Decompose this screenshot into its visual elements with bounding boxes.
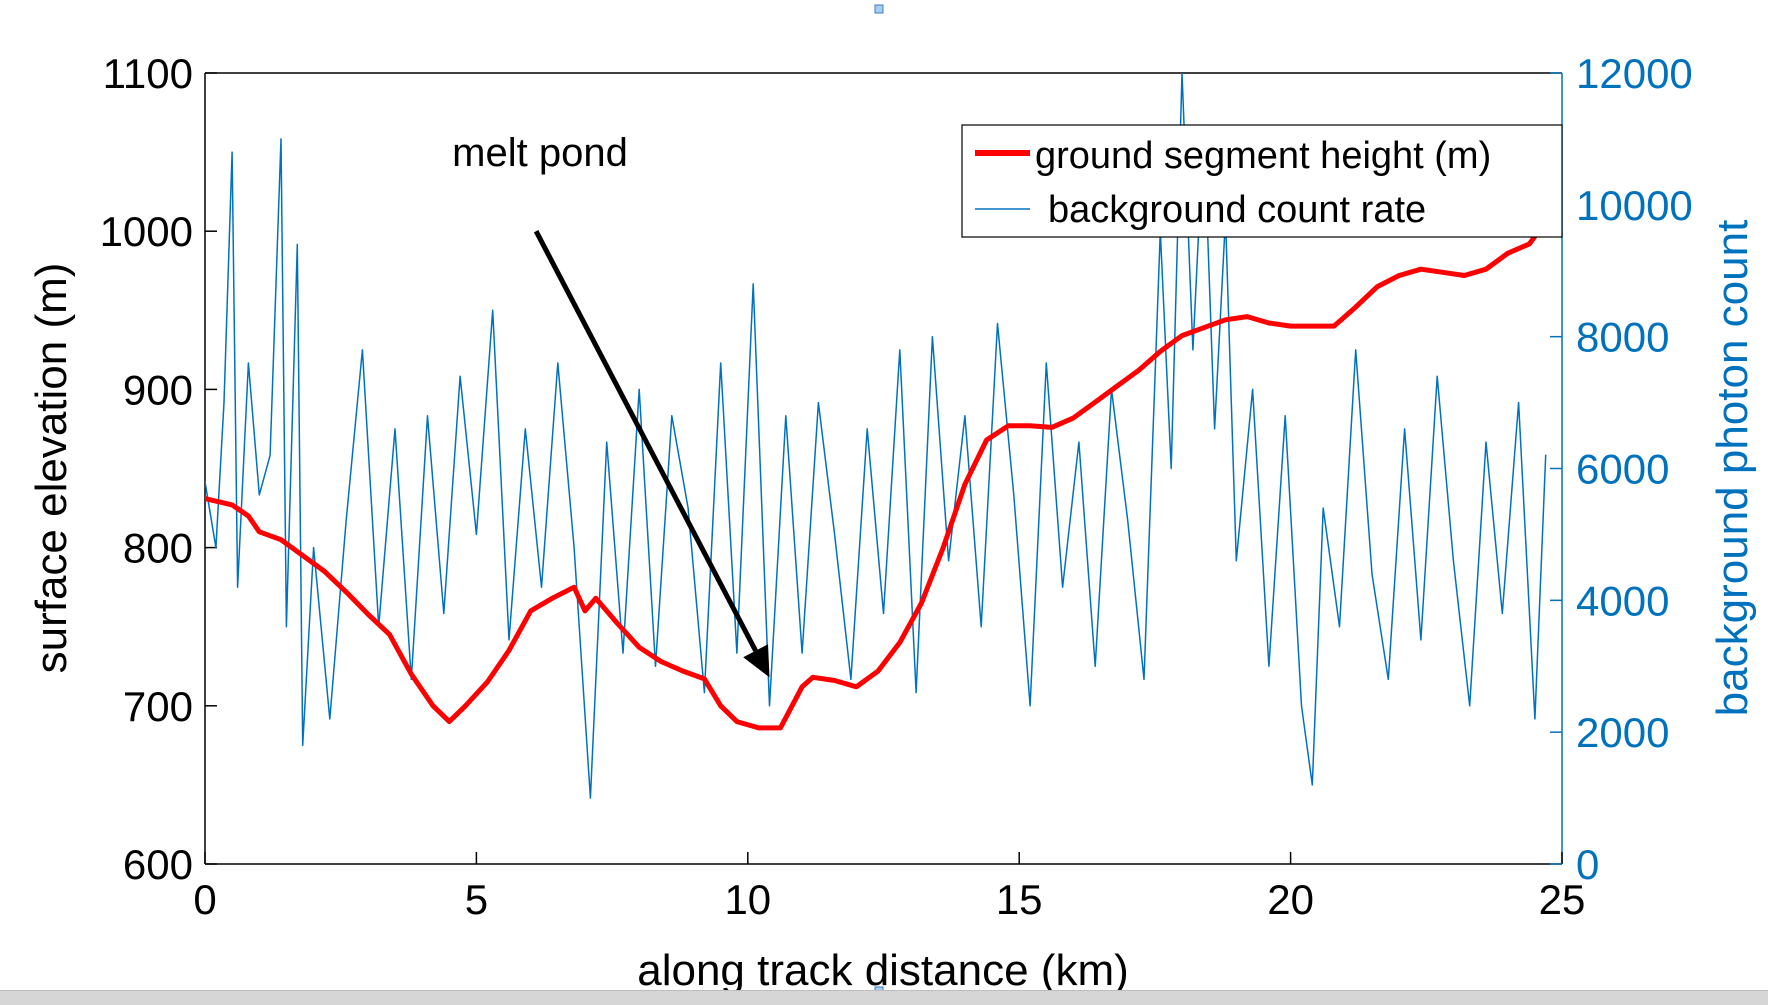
x-tick-label: 5 (465, 876, 488, 923)
x-tick-label: 15 (996, 876, 1043, 923)
annotation-arrowhead (743, 644, 770, 678)
left-tick-label: 600 (123, 841, 193, 888)
left-tick-label: 1000 (100, 208, 193, 255)
melt-pond-annotation: melt pond (452, 131, 770, 678)
legend-label-background: background count rate (1048, 189, 1426, 231)
right-tick-label: 0 (1576, 841, 1599, 888)
series-line-background-count-rate (205, 73, 1547, 799)
right-tick-label: 8000 (1576, 314, 1669, 361)
legend-label-height: ground segment height (m) (1035, 135, 1491, 177)
left-tick-label: 900 (123, 366, 193, 413)
right-tick-label: 6000 (1576, 446, 1669, 493)
right-tick-label: 2000 (1576, 709, 1669, 756)
legend: ground segment height (m) background cou… (961, 124, 1563, 238)
series-line-ground-segment-height (205, 219, 1549, 731)
left-axis-label: surface elevation (m) (27, 263, 76, 674)
x-tick-label: 0 (193, 876, 216, 923)
annotation-text: melt pond (452, 131, 628, 175)
left-tick-label: 800 (123, 525, 193, 572)
right-tick-label: 10000 (1576, 182, 1693, 229)
window-bottom-strip (0, 990, 1768, 1005)
x-tick-label: 25 (1539, 876, 1586, 923)
left-tick-label: 1100 (103, 50, 193, 97)
x-axis-ticks: 0 5 10 15 20 25 (193, 852, 1585, 923)
right-tick-label: 4000 (1576, 577, 1669, 624)
left-axis-ticks: 600 700 800 900 1000 1100 (100, 50, 217, 888)
x-tick-label: 20 (1267, 876, 1314, 923)
series-layer (205, 73, 1549, 799)
right-axis-label: background photon count (1708, 220, 1757, 717)
annotation-arrow (533, 230, 758, 652)
legend-box (961, 124, 1563, 238)
x-tick-label: 10 (724, 876, 771, 923)
selection-handle-top[interactable] (874, 4, 884, 14)
left-tick-label: 700 (123, 683, 193, 730)
right-axis-ticks: 0 2000 4000 6000 8000 10000 12000 (1550, 50, 1693, 888)
right-tick-label: 12000 (1576, 50, 1693, 97)
